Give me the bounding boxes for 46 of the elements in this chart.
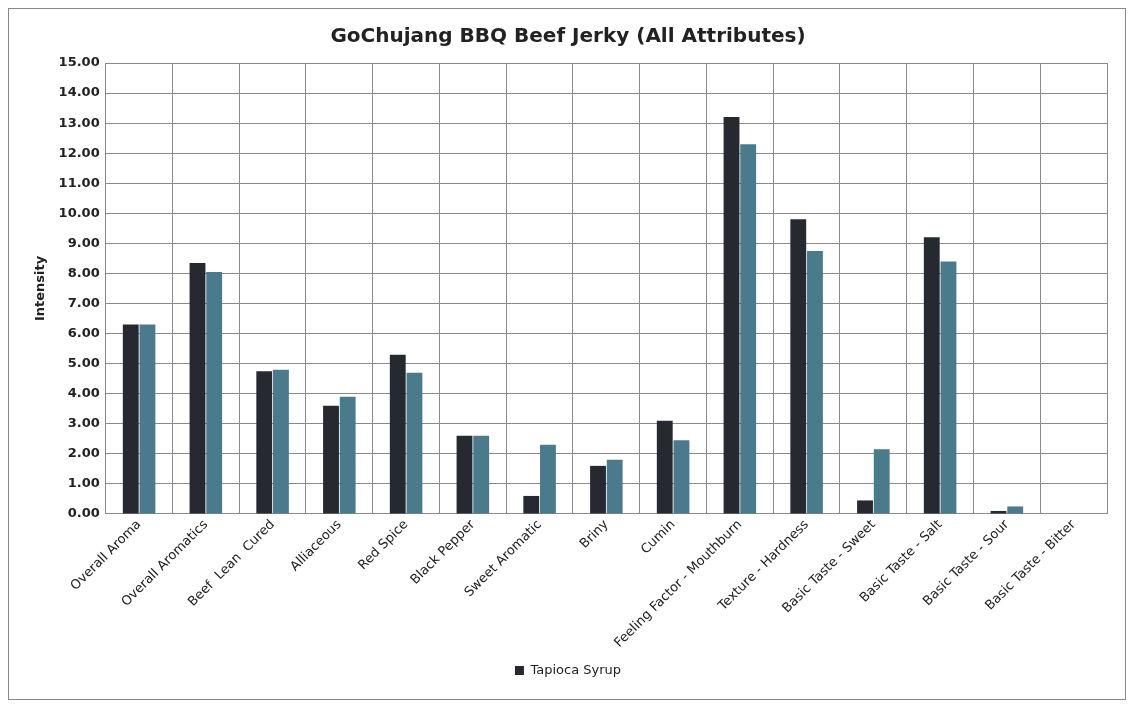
y-tick-label: 9.00 [67,234,100,250]
y-tick-label: 1.00 [67,475,100,491]
bar [940,261,957,514]
bar [323,405,339,514]
y-tick-label: 2.00 [67,445,100,461]
y-tick-label: 14.00 [58,84,100,100]
bar [523,495,540,514]
y-tick-label: 11.00 [58,174,100,190]
bar [473,435,490,514]
legend-label: Tapioca Syrup [529,661,622,677]
y-tick-label: 13.00 [58,114,100,130]
bar [857,500,873,514]
y-tick-label: 3.00 [67,415,100,431]
bar [206,271,223,514]
bar [389,354,406,514]
y-tick-label: 6.00 [67,324,100,340]
y-tick-label: 10.00 [58,204,100,220]
bar [807,250,823,514]
bar [740,144,757,514]
bar [189,262,206,514]
y-tick-label: 5.00 [67,355,100,371]
bar [590,465,606,514]
y-tick-label: 8.00 [67,264,100,280]
bar [122,324,139,514]
bar [790,219,807,514]
bar [456,435,473,514]
bar [873,449,890,514]
y-tick-label: 7.00 [67,294,100,310]
bar [406,372,423,514]
y-tick-label: 0.00 [67,505,100,521]
bar [256,371,273,514]
bar [540,444,556,514]
bar [923,237,940,514]
y-tick-label: 4.00 [67,385,100,401]
chart-title: GoChujang BBQ Beef Jerky (All Attributes) [330,23,806,48]
bar [673,440,690,514]
y-tick-label: 15.00 [58,54,100,70]
bar [723,117,740,514]
bar [273,369,289,514]
bar [139,324,156,514]
y-axis-title: Intensity [32,255,48,322]
bar [656,420,673,514]
bar [1007,506,1024,514]
bar [606,459,623,514]
bar [339,396,356,514]
y-tick-label: 12.00 [58,144,100,160]
